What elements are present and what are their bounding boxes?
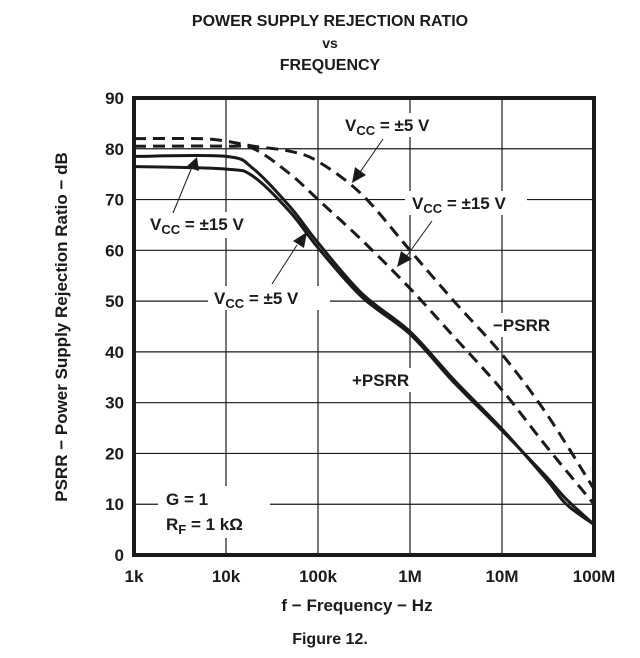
y-axis-label: PSRR − Power Supply Rejection Ratio − dB (52, 152, 71, 502)
annotation-vcc5-bottom: VCC = ±5 V (214, 289, 299, 311)
label-mask (340, 113, 448, 137)
label-mask (146, 212, 264, 238)
y-tick-labels: 0 10 20 30 40 50 60 70 80 90 (105, 89, 124, 565)
label-backgrounds (146, 113, 560, 538)
series-line-minus-psrr-vcc5 (133, 136, 596, 490)
chart-title-line-1: POWER SUPPLY REJECTION RATIO (191, 13, 469, 30)
y-tick-label: 20 (105, 444, 124, 463)
x-tick-label: 100M (573, 567, 616, 586)
arrowhead-vcc15-left (186, 157, 199, 171)
annotation-plus-psrr: +PSRR (352, 371, 409, 390)
arrowhead-vcc5-top (352, 167, 366, 183)
label-mask (488, 313, 560, 337)
x-axis-label: f − Frequency − Hz (281, 596, 432, 615)
x-tick-label: 10k (212, 567, 241, 586)
label-mask (405, 191, 527, 215)
condition-gain: G = 1 (166, 490, 208, 509)
leader-vcc5-top (357, 138, 384, 176)
y-tick-label: 90 (105, 89, 124, 108)
figure-caption: Figure 12. (292, 631, 368, 648)
y-tick-label: 10 (105, 495, 124, 514)
annotation-minus-psrr: −PSRR (493, 316, 550, 335)
series-line-plus-psrr-vcc5 (133, 165, 596, 526)
leader-vcc15-right (405, 220, 433, 258)
y-tick-label: 60 (105, 241, 124, 260)
leader-vcc5-bottom (271, 244, 298, 285)
arrowhead-vcc15-right (397, 251, 412, 267)
y-tick-label: 30 (105, 394, 124, 413)
series-line-plus-psrr-vcc15 (133, 153, 595, 526)
y-tick-label: 80 (105, 140, 124, 159)
series-group (133, 136, 596, 526)
x-tick-label: 100k (299, 567, 337, 586)
chart-title-line-2: vs (322, 35, 338, 51)
y-tick-label: 40 (105, 343, 124, 362)
y-tick-label: 0 (115, 546, 124, 565)
condition-rf: RF = 1 kΩ (166, 515, 243, 537)
chart-title-line-3: FREQUENCY (279, 57, 381, 74)
grid-lines (134, 98, 594, 555)
y-tick-label: 50 (105, 292, 124, 311)
plot-frame (132, 96, 596, 557)
arrowhead-vcc5-bottom (293, 232, 307, 248)
y-tick-label: 70 (105, 191, 124, 210)
x-tick-labels: 1k 10k 100k 1M 10M 100M (125, 567, 616, 586)
annotation-vcc15-right: VCC = ±15 V (412, 194, 506, 216)
x-tick-label: 1k (125, 567, 144, 586)
label-mask (346, 368, 422, 392)
annotations: VCC = ±5 V VCC = ±15 V VCC = ±15 V VCC =… (150, 116, 550, 537)
x-tick-label: 10M (485, 567, 518, 586)
x-tick-label: 1M (398, 567, 422, 586)
annotation-vcc5-top: VCC = ±5 V (345, 116, 430, 138)
label-mask (208, 286, 330, 310)
leader-vcc15-left (172, 166, 193, 214)
label-mask (158, 486, 270, 538)
series-line-minus-psrr-vcc15 (133, 144, 596, 506)
annotation-vcc15-left: VCC = ±15 V (150, 215, 244, 237)
